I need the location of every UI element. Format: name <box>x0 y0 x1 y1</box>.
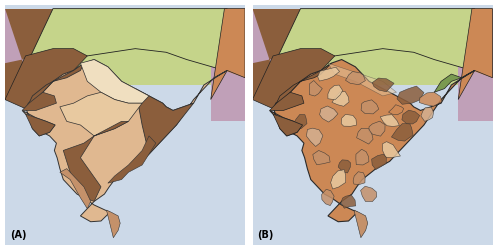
Polygon shape <box>402 110 419 124</box>
Polygon shape <box>320 106 338 122</box>
Text: (A): (A) <box>10 230 26 240</box>
Polygon shape <box>328 63 396 96</box>
Polygon shape <box>353 172 365 184</box>
Polygon shape <box>372 154 386 170</box>
Polygon shape <box>341 114 356 126</box>
Polygon shape <box>335 9 474 60</box>
Polygon shape <box>273 114 302 136</box>
Polygon shape <box>210 9 245 121</box>
Polygon shape <box>388 105 404 115</box>
Polygon shape <box>252 9 335 70</box>
Polygon shape <box>354 210 368 238</box>
Polygon shape <box>472 9 492 78</box>
Polygon shape <box>274 63 332 109</box>
Polygon shape <box>356 149 369 165</box>
Polygon shape <box>252 49 335 109</box>
Polygon shape <box>372 78 394 92</box>
Polygon shape <box>22 60 227 222</box>
Polygon shape <box>5 9 228 85</box>
Polygon shape <box>270 92 304 110</box>
Polygon shape <box>252 9 321 100</box>
Polygon shape <box>5 49 87 109</box>
Polygon shape <box>210 9 245 100</box>
Polygon shape <box>88 9 227 60</box>
Polygon shape <box>346 72 366 85</box>
Polygon shape <box>330 170 345 189</box>
Polygon shape <box>382 142 400 158</box>
Polygon shape <box>136 89 194 154</box>
Polygon shape <box>392 124 413 141</box>
Polygon shape <box>434 74 462 92</box>
Polygon shape <box>108 136 156 183</box>
Polygon shape <box>306 128 323 146</box>
Polygon shape <box>458 9 492 100</box>
Polygon shape <box>420 92 442 106</box>
Polygon shape <box>310 80 322 96</box>
Polygon shape <box>360 186 376 202</box>
Polygon shape <box>26 9 227 70</box>
Polygon shape <box>313 150 330 165</box>
Polygon shape <box>369 121 385 136</box>
Polygon shape <box>292 114 307 128</box>
Polygon shape <box>380 115 400 126</box>
Polygon shape <box>224 9 245 78</box>
Polygon shape <box>397 86 424 104</box>
Polygon shape <box>5 9 87 70</box>
Polygon shape <box>252 9 476 85</box>
Polygon shape <box>270 60 474 222</box>
Polygon shape <box>421 107 434 121</box>
Polygon shape <box>106 210 120 238</box>
Polygon shape <box>273 9 474 70</box>
Polygon shape <box>322 189 334 206</box>
Polygon shape <box>60 169 90 209</box>
Polygon shape <box>26 63 84 109</box>
Polygon shape <box>26 114 55 136</box>
Polygon shape <box>22 92 56 110</box>
Polygon shape <box>356 128 373 144</box>
Polygon shape <box>458 9 492 121</box>
Polygon shape <box>5 9 73 100</box>
Polygon shape <box>318 67 340 81</box>
Polygon shape <box>64 121 128 201</box>
Polygon shape <box>328 85 342 100</box>
Polygon shape <box>361 100 379 114</box>
Text: (B): (B) <box>258 230 274 240</box>
Polygon shape <box>80 60 149 103</box>
Polygon shape <box>341 195 355 208</box>
Polygon shape <box>332 92 349 106</box>
Polygon shape <box>60 92 142 136</box>
Polygon shape <box>338 160 350 173</box>
